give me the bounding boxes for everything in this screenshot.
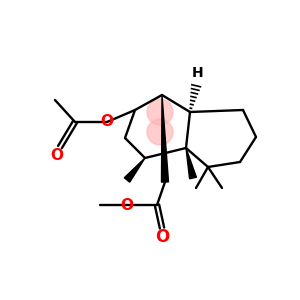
Circle shape [147,119,173,145]
Text: O: O [121,197,134,212]
Polygon shape [186,148,196,179]
Polygon shape [161,95,169,182]
Text: O: O [50,148,64,163]
Circle shape [147,99,173,125]
Text: O: O [155,228,169,246]
Text: H: H [192,66,204,80]
Text: O: O [100,115,113,130]
Polygon shape [124,158,145,182]
